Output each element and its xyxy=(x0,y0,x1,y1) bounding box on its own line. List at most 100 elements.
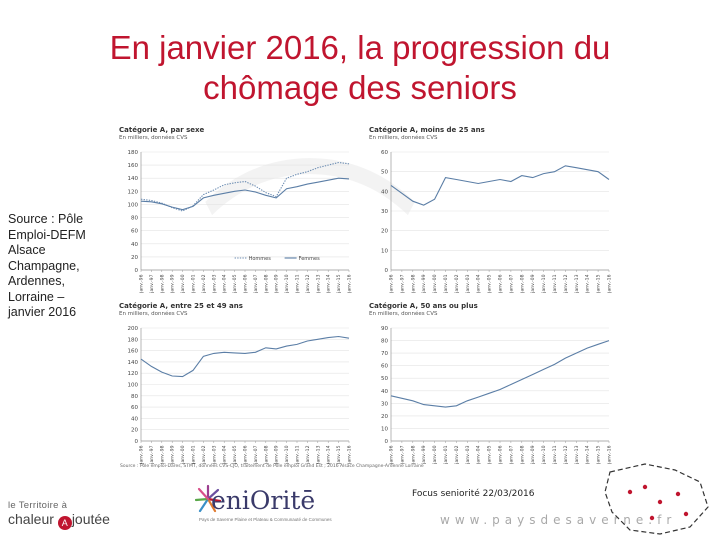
y-tick-label: 30 xyxy=(381,209,388,215)
y-tick-label: 90 xyxy=(381,326,388,332)
x-tick-label: janv.-02 xyxy=(201,445,207,464)
x-tick-label: janv.-02 xyxy=(201,274,207,293)
x-tick-label: janv.-01 xyxy=(443,445,449,464)
x-tick-label: janv.-99 xyxy=(421,445,427,464)
y-tick-label: 10 xyxy=(381,248,388,254)
x-tick-label: janv.-96 xyxy=(389,445,395,464)
x-tick-label: janv.-00 xyxy=(432,274,438,293)
x-tick-label: janv.-96 xyxy=(139,274,145,293)
x-tick-label: janv.-06 xyxy=(243,445,249,464)
seniorite-wordmark: eniOritē xyxy=(211,486,316,515)
x-tick-label: janv.-96 xyxy=(389,274,395,293)
x-tick-label: janv.-10 xyxy=(541,274,547,293)
x-tick-label: janv.-10 xyxy=(541,445,547,464)
x-tick-label: janv.-14 xyxy=(585,445,591,464)
x-tick-label: janv.-10 xyxy=(284,445,290,464)
chart-panel-par-sexe: Catégorie A, par sexe En milliers, donné… xyxy=(115,126,355,296)
x-tick-label: janv.-01 xyxy=(191,274,197,293)
x-tick-label: janv.-01 xyxy=(443,274,449,293)
x-tick-label: janv.-09 xyxy=(274,274,280,293)
x-tick-label: janv.-96 xyxy=(139,445,145,464)
y-tick-label: 30 xyxy=(381,401,388,407)
x-tick-label: janv.-99 xyxy=(170,274,176,293)
x-tick-label: janv.-07 xyxy=(253,274,259,293)
x-tick-label: janv.-00 xyxy=(432,445,438,464)
region-map-icon xyxy=(604,463,709,535)
x-tick-label: janv.-04 xyxy=(222,445,228,464)
y-tick-label: 80 xyxy=(131,216,138,222)
y-tick-label: 60 xyxy=(381,364,388,370)
chart-subtitle: En milliers, données CVS xyxy=(369,311,438,317)
series-line xyxy=(390,165,610,206)
x-tick-label: janv.-01 xyxy=(191,445,197,464)
x-tick-label: janv.-03 xyxy=(465,445,471,464)
legend-label: Femmes xyxy=(299,256,320,262)
series-line xyxy=(390,340,610,408)
x-tick-label: janv.-11 xyxy=(295,445,301,464)
website-url: www.paysdesaverne.fr xyxy=(440,513,677,527)
y-tick-label: 100 xyxy=(128,383,139,389)
x-tick-label: janv.-06 xyxy=(243,274,249,293)
x-tick-label: janv.-13 xyxy=(574,274,580,293)
chart-title: Catégorie A, moins de 25 ans xyxy=(369,126,485,134)
series-line xyxy=(140,161,350,212)
x-tick-label: janv.-00 xyxy=(180,445,186,464)
x-tick-label: janv.-04 xyxy=(476,445,482,464)
y-tick-label: 60 xyxy=(131,405,138,411)
y-tick-label: 20 xyxy=(131,255,138,261)
chart-svg-moins-25: 0 10 20 30 40 50 60 janv.-96 janv.-97 janv.-98 jan… xyxy=(381,150,613,294)
y-tick-label: 10 xyxy=(381,426,388,432)
y-tick-label: 0 xyxy=(135,439,139,445)
x-tick-label: janv.-15 xyxy=(596,274,602,293)
y-tick-label: 40 xyxy=(381,189,388,195)
focus-label: Focus seniorité 22/03/2016 xyxy=(412,489,535,499)
x-tick-label: janv.-08 xyxy=(263,445,269,464)
y-tick-label: 180 xyxy=(128,337,139,343)
x-tick-label: janv.-05 xyxy=(487,274,493,293)
x-tick-label: janv.-02 xyxy=(454,445,460,464)
x-tick-label: janv.-12 xyxy=(305,274,311,293)
x-tick-label: janv.-99 xyxy=(421,274,427,293)
title-line-1: En janvier 2016, la progression du xyxy=(109,29,611,66)
y-tick-label: 0 xyxy=(385,439,389,445)
x-tick-label: janv.-14 xyxy=(326,445,332,464)
chart-title: Catégorie A, entre 25 et 49 ans xyxy=(119,302,243,310)
x-tick-label: janv.-09 xyxy=(530,445,536,464)
x-tick-label: janv.-03 xyxy=(211,274,217,293)
x-tick-label: janv.-08 xyxy=(519,274,525,293)
chart-title: Catégorie A, 50 ans ou plus xyxy=(369,302,478,310)
x-tick-label: janv.-08 xyxy=(519,445,525,464)
y-tick-label: 80 xyxy=(131,394,138,400)
chart-panel-25-49: Catégorie A, entre 25 et 49 ans En milli… xyxy=(115,302,355,467)
y-tick-label: 50 xyxy=(381,170,388,176)
y-tick-label: 40 xyxy=(131,242,138,248)
x-tick-label: janv.-98 xyxy=(159,445,165,464)
x-tick-label: janv.-05 xyxy=(487,445,493,464)
legend-label: Hommes xyxy=(249,256,272,262)
x-tick-label: janv.-97 xyxy=(399,445,405,464)
x-tick-label: janv.-04 xyxy=(222,274,228,293)
y-tick-label: 40 xyxy=(131,416,138,422)
logo-word-joutee: joutée xyxy=(71,511,110,527)
seniorite-tagline: Pays de Saverne Plaine et Plateau & Comm… xyxy=(199,517,332,522)
x-tick-label: janv.-07 xyxy=(508,274,514,293)
x-tick-label: janv.-12 xyxy=(563,445,569,464)
y-tick-label: 60 xyxy=(381,150,388,156)
y-tick-label: 0 xyxy=(385,268,389,274)
x-tick-label: janv.-15 xyxy=(336,274,342,293)
x-tick-label: janv.-06 xyxy=(498,274,504,293)
x-tick-label: janv.-13 xyxy=(315,445,321,464)
y-tick-label: 140 xyxy=(128,360,139,366)
x-tick-label: janv.-97 xyxy=(149,445,155,464)
y-tick-label: 160 xyxy=(128,163,139,169)
x-tick-label: janv.-15 xyxy=(336,445,342,464)
x-tick-label: janv.-12 xyxy=(305,445,311,464)
x-tick-label: janv.-14 xyxy=(326,274,332,293)
y-tick-label: 50 xyxy=(381,376,388,382)
chart-subtitle: En milliers, données CVS xyxy=(119,311,188,317)
logo-line-1: le Territoire à xyxy=(8,500,68,511)
x-tick-label: janv.-02 xyxy=(454,274,460,293)
x-tick-label: janv.-16 xyxy=(607,274,613,293)
